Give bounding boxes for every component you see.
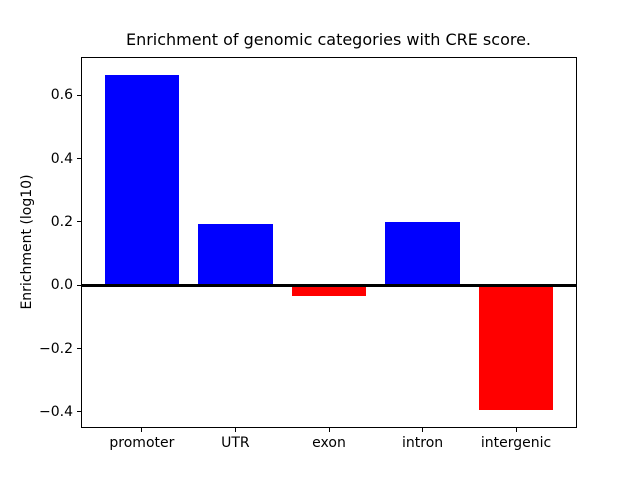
y-tick-label: 0.2: [50, 213, 73, 230]
chart-title: Enrichment of genomic categories with CR…: [125, 30, 532, 49]
y-tick-label: −0.4: [39, 403, 73, 420]
plot-area: [81, 57, 577, 428]
bar-intron: [385, 221, 460, 286]
y-tick-label: −0.2: [39, 340, 73, 357]
y-tick-label: 0.0: [50, 277, 73, 294]
y-tick-mark: [77, 221, 81, 223]
x-tick-mark: [234, 428, 236, 432]
y-tick-label: 0.4: [50, 150, 73, 167]
bar-exon: [291, 285, 367, 297]
y-tick-label: 0.6: [50, 87, 73, 104]
zero-line: [82, 283, 576, 287]
y-tick-mark: [77, 411, 81, 413]
bar-UTR: [198, 223, 273, 286]
x-tick-label-intergenic: intergenic: [480, 435, 552, 451]
y-tick-mark: [77, 348, 81, 349]
x-tick-mark: [141, 428, 143, 432]
x-tick-mark: [422, 428, 424, 432]
x-tick-label-promoter: promoter: [109, 435, 175, 451]
x-tick-mark: [328, 428, 330, 432]
bar-intergenic: [478, 285, 554, 411]
x-tick-label-UTR: UTR: [221, 435, 250, 451]
y-tick-mark: [77, 94, 81, 96]
bar-promoter: [104, 74, 180, 286]
x-tick-mark: [515, 428, 517, 432]
x-tick-label-exon: exon: [312, 435, 346, 451]
x-tick-label-intron: intron: [402, 435, 444, 451]
y-tick-mark: [77, 284, 81, 286]
y-tick-mark: [77, 158, 81, 160]
